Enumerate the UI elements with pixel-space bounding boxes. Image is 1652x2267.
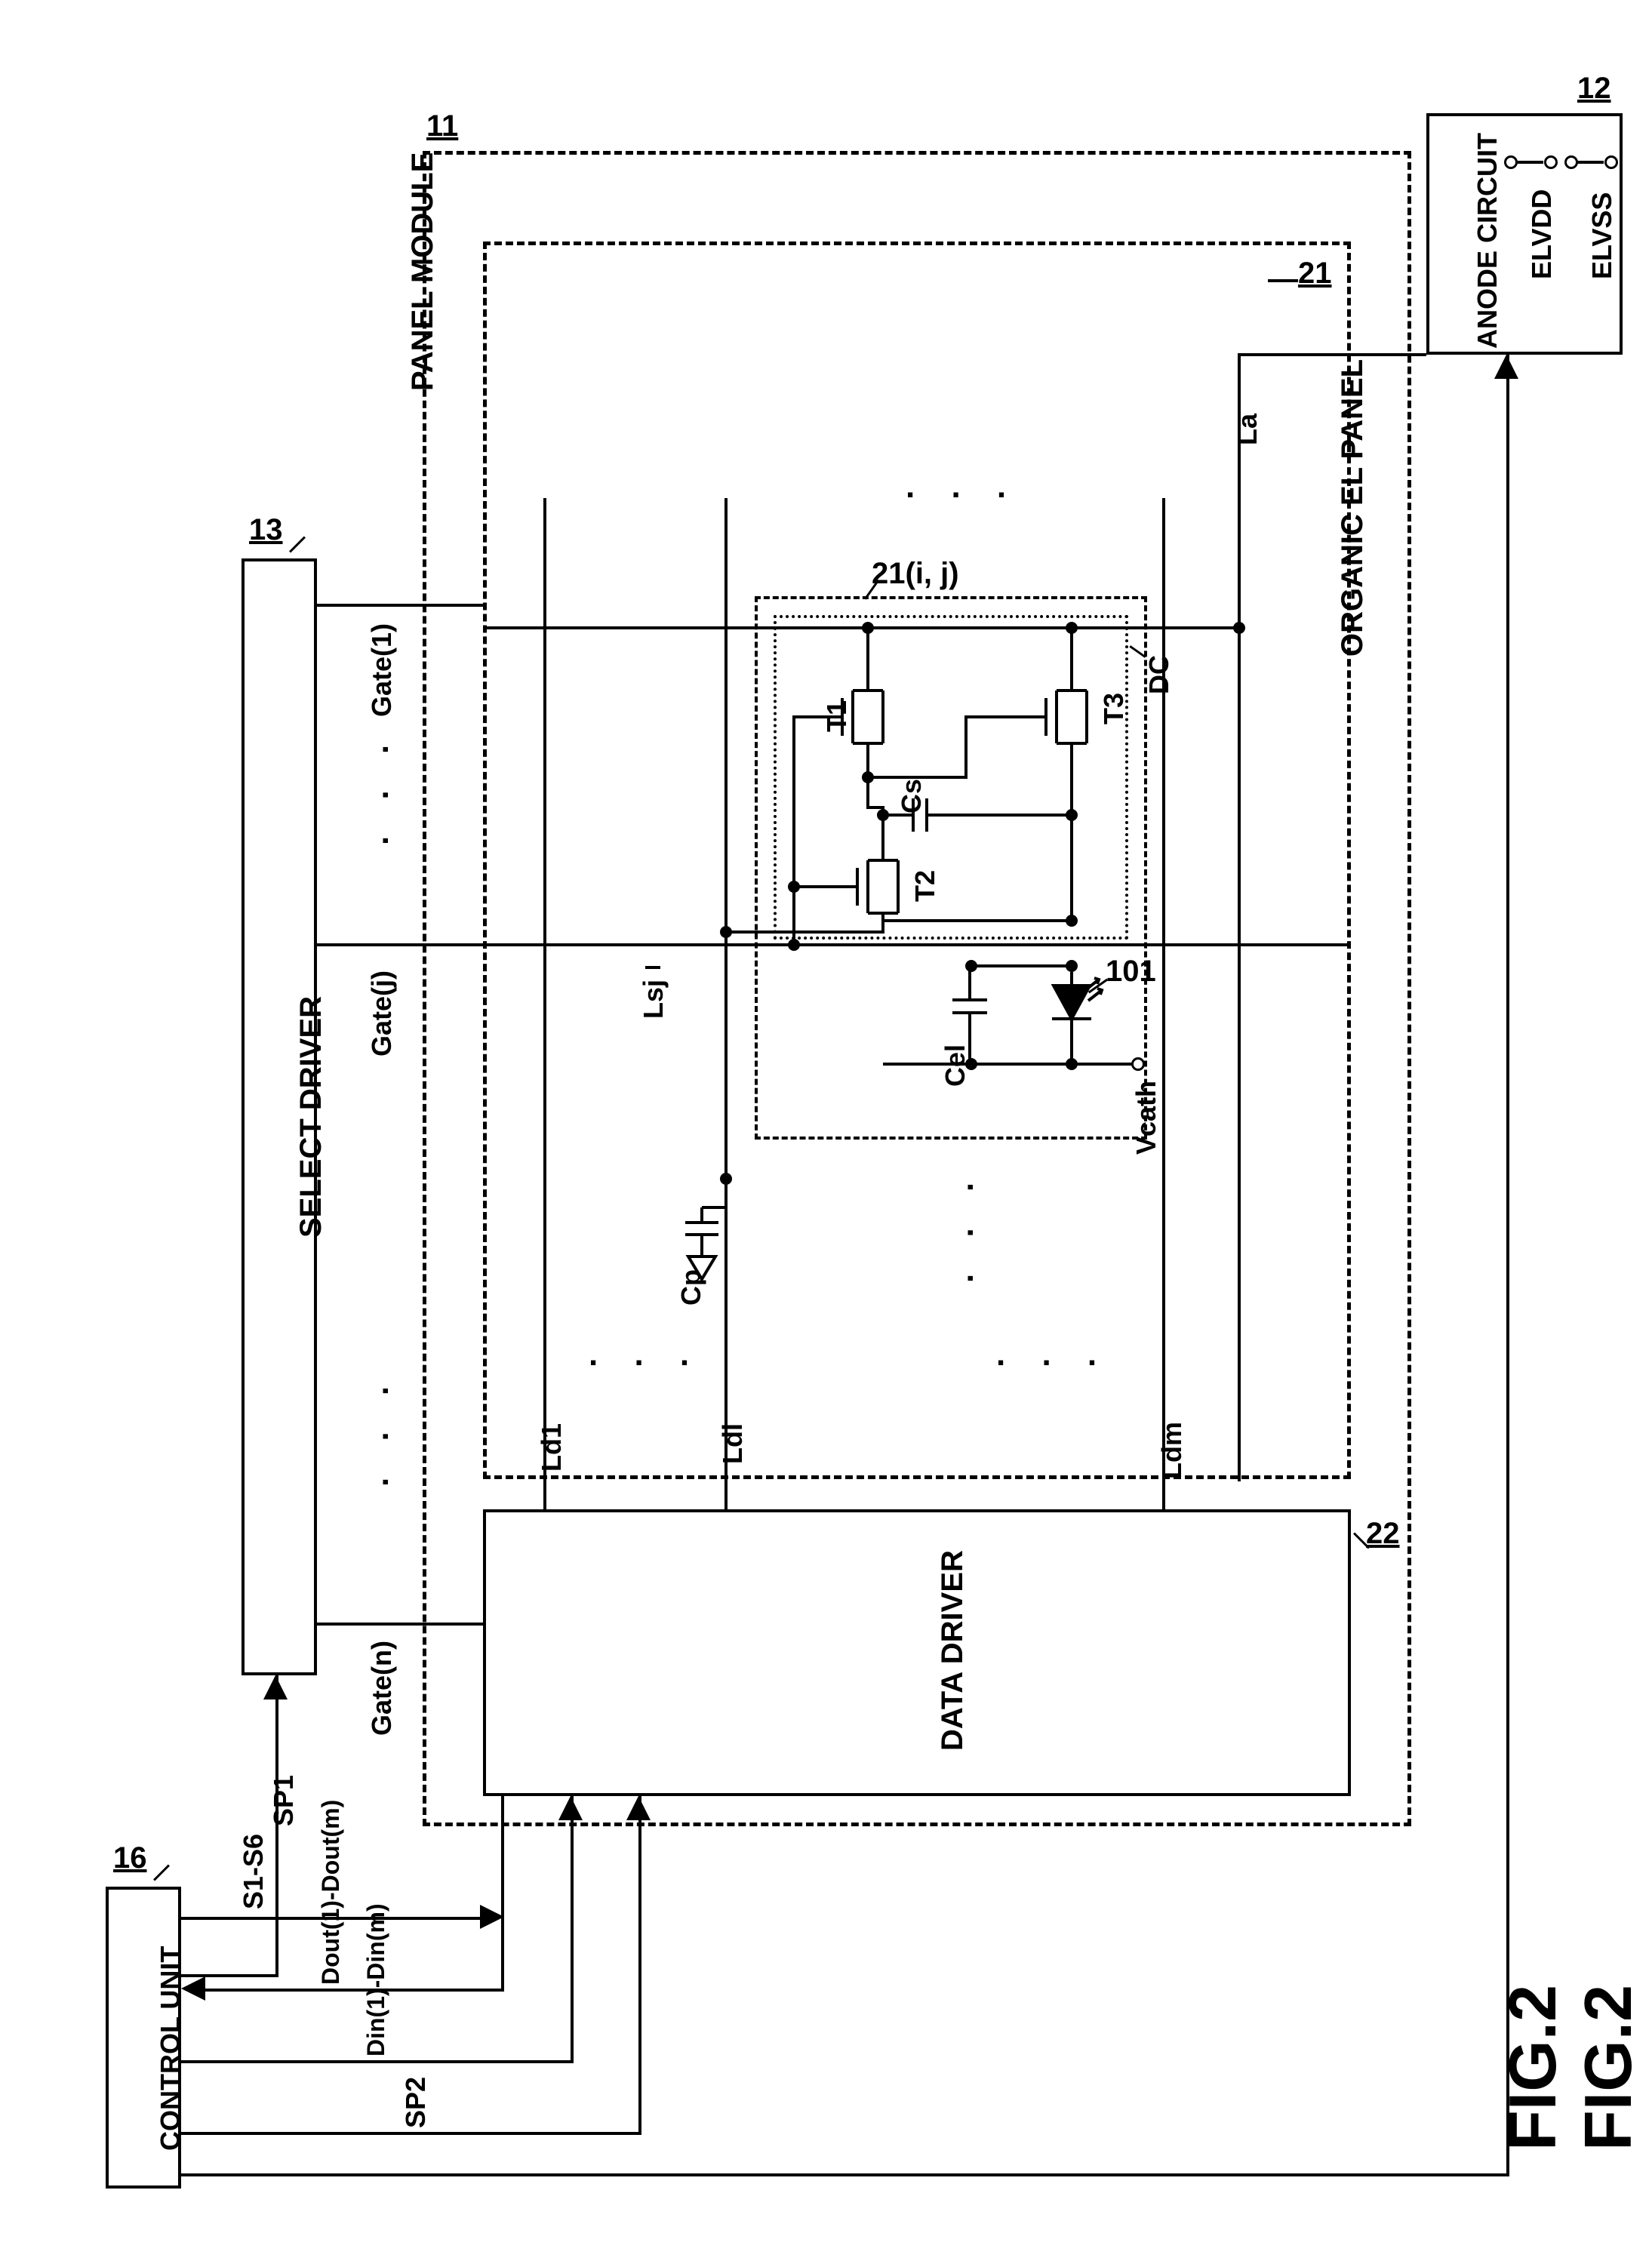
data-driver-block <box>483 1509 1351 1796</box>
oled-ref: 101 <box>1106 955 1156 989</box>
oled-diode-icon <box>1047 972 1096 1063</box>
data-driver-label: DATA DRIVER <box>936 1550 970 1751</box>
select-driver-label: SELECT DRIVER <box>294 996 328 1238</box>
gaten-label: Gate(n) <box>366 1641 398 1736</box>
dout-label: Dout(1)-Dout(m) <box>317 1800 345 1985</box>
sp2-label: SP2 <box>400 2077 432 2128</box>
s-label: S1-S6 <box>238 1834 269 1909</box>
control-unit-ref: 16 <box>113 1841 147 1875</box>
vcath-label: Vcath <box>1131 1081 1162 1155</box>
ld1-label: Ld1 <box>536 1423 568 1472</box>
la-label: La <box>1232 414 1263 445</box>
panel-module-label: PANEL MODULE <box>406 152 440 391</box>
gate1-label: Gate(1) <box>366 623 398 717</box>
ldm-label: Ldm <box>1156 1422 1188 1479</box>
data-driver-ref: 22 <box>1366 1517 1400 1551</box>
el-panel-label: ORGANIC EL PANEL <box>1336 359 1370 657</box>
figure-label: FIG.2 <box>1570 1985 1647 2151</box>
t2-label: T2 <box>909 870 941 902</box>
pixel-ref: 21(i, j) <box>872 557 959 591</box>
anode-circuit-ref: 12 <box>1577 72 1611 106</box>
cs-label: Cs <box>896 779 928 814</box>
sp1-label: SP1 <box>268 1775 300 1826</box>
anode-circuit-label: ANODE CIRCUIT <box>1472 133 1503 349</box>
dc-label: DC <box>1143 655 1175 694</box>
elvss-terminal <box>1564 155 1578 169</box>
ldi-label: Ldi <box>717 1423 749 1464</box>
elvss-label: ELVSS <box>1586 192 1618 279</box>
cp-capacitor <box>672 1177 732 1283</box>
t3-label: T3 <box>1098 693 1130 724</box>
elvdd-label: ELVDD <box>1526 189 1558 279</box>
diagram-canvas: 11 PANEL MODULE 21 ORGANIC EL PANEL SELE… <box>15 15 1652 2252</box>
select-driver-ref: 13 <box>249 513 283 547</box>
lsj-label: Lsj <box>638 980 669 1019</box>
cp-label: Cp <box>675 1269 707 1306</box>
elvdd-terminal <box>1504 155 1518 169</box>
gatej-label: Gate(j) <box>366 970 398 1057</box>
vcath-terminal <box>1131 1057 1145 1071</box>
panel-module-ref: 11 <box>426 109 458 143</box>
el-panel-ref: 21 <box>1298 257 1332 291</box>
din-label: Din(1)-Din(m) <box>362 1903 390 2056</box>
figure-label-main: FIG.2 <box>1494 1985 1571 2151</box>
